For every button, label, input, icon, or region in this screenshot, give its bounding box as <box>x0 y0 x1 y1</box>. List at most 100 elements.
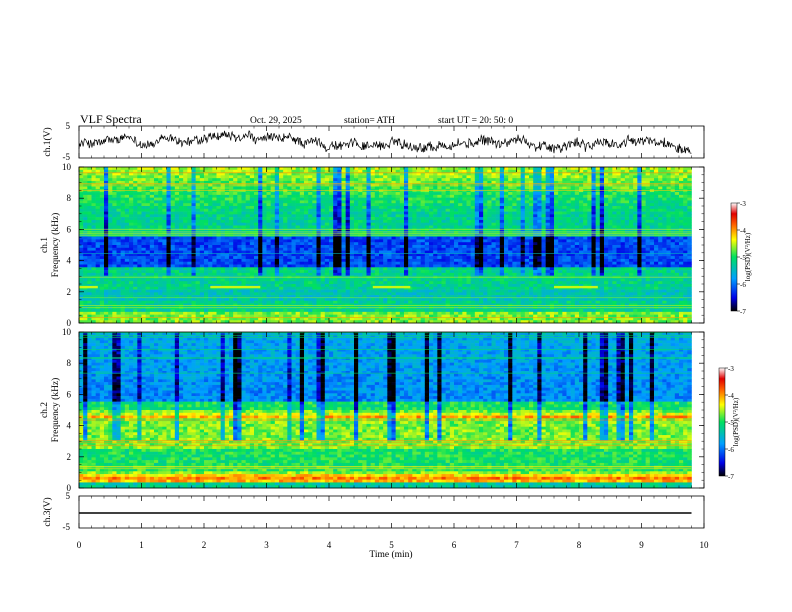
spectrogram-cell <box>241 231 246 235</box>
spectrogram-cell <box>199 180 205 185</box>
spectrogram-cell <box>308 253 313 257</box>
spectrogram-cell <box>224 272 230 276</box>
spectrogram-cell <box>404 264 409 268</box>
spectrogram-cell <box>149 203 155 207</box>
spectrogram-cell <box>187 200 192 204</box>
spectrogram-cell <box>308 297 313 302</box>
spectrogram-cell <box>95 264 101 268</box>
spectrogram-cell <box>133 167 138 171</box>
spectrogram-cell <box>87 225 92 229</box>
spectrogram-cell <box>358 180 363 185</box>
spectrogram-cell <box>108 186 113 190</box>
spectrogram-cell <box>416 222 421 226</box>
spectrogram-cell <box>237 219 242 224</box>
spectrogram-cell <box>295 206 301 210</box>
spectrogram-cell <box>233 217 238 221</box>
spectrogram-cell <box>291 311 296 315</box>
spectrogram-cell <box>87 194 92 198</box>
spectrogram-cell <box>233 186 238 190</box>
spectrogram-cell <box>204 194 209 198</box>
spectrogram-cell <box>237 172 242 176</box>
spectrogram-cell <box>404 228 409 232</box>
spectrogram-cell <box>333 175 338 179</box>
spectrogram-cell <box>399 309 405 313</box>
spectrogram-cell <box>199 300 205 304</box>
spectrogram-cell <box>220 292 226 296</box>
ch1-ytick-bottom: -5 <box>63 152 71 162</box>
spectrogram-cell <box>249 200 255 204</box>
spectrogram-cell <box>379 272 384 276</box>
spectrogram-cell <box>304 253 309 257</box>
spectrogram-cell <box>204 167 209 171</box>
spectrogram-cell <box>254 247 259 251</box>
spectrogram-cell <box>283 194 288 198</box>
spectrogram-cell <box>149 219 155 224</box>
spectrogram-cell <box>187 300 192 304</box>
spectrogram-cell <box>383 311 388 315</box>
spectrogram-cell <box>249 256 255 260</box>
spectrogram-cell <box>199 286 205 290</box>
spectrogram-cell <box>420 292 426 296</box>
spectrogram-cell <box>158 247 163 251</box>
spectrogram-cell <box>379 222 384 226</box>
spectrogram-cell <box>279 180 284 185</box>
spectrogram-cell <box>424 270 430 274</box>
spectrogram-cell <box>287 261 292 265</box>
spectrogram-cell <box>141 253 146 257</box>
spectrogram-cell <box>433 217 438 221</box>
spectrogram-cell <box>233 270 238 274</box>
spectrogram-cell <box>287 206 292 210</box>
spectrogram-cell <box>91 267 96 271</box>
spectrogram-cell <box>245 219 251 224</box>
spectrogram-cell <box>349 261 355 265</box>
spectrogram-cell <box>416 175 421 179</box>
spectrogram-cell <box>362 197 367 201</box>
spectrogram-cell <box>141 267 146 271</box>
spectrogram-cell <box>145 239 151 243</box>
spectrogram-cell <box>412 208 417 212</box>
spectrogram-cell <box>429 228 434 232</box>
spectrogram-cell <box>291 178 296 182</box>
spectrogram-cell <box>312 225 317 229</box>
spectrogram-cell <box>274 297 280 302</box>
spectrogram-cell <box>358 239 363 243</box>
spectrogram-cell <box>187 297 192 302</box>
spectrogram-cell <box>87 169 92 173</box>
spectrogram-cell <box>212 250 217 254</box>
spectrogram-cell <box>220 295 226 299</box>
spectrogram-cell <box>145 219 151 224</box>
spectrogram-cell <box>216 242 221 246</box>
spectrogram-cell <box>437 267 442 271</box>
spectrogram-cell <box>362 169 367 173</box>
spectrogram-cell <box>254 172 259 176</box>
spectrogram-cell <box>404 206 409 210</box>
spectrogram-cell <box>383 172 388 176</box>
spectrogram-cell <box>433 289 438 293</box>
spectrogram-cell <box>212 219 217 224</box>
spectrogram-cell <box>149 264 155 268</box>
spectrogram-cell <box>416 289 421 293</box>
spectrogram-cell <box>258 186 263 190</box>
spectrogram-cell <box>262 217 267 221</box>
spectrogram-cell <box>191 211 196 215</box>
spectrogram-cell <box>208 236 213 240</box>
spectrogram-cell <box>304 197 309 201</box>
spectrogram-cell <box>216 231 221 235</box>
spectrogram-cell <box>162 178 167 182</box>
spectrogram-cell <box>395 222 401 226</box>
spectrogram-cell <box>141 320 146 324</box>
spectrogram-cell <box>270 222 276 226</box>
spectrogram-cell <box>304 281 309 285</box>
spectrogram-cell <box>329 300 334 304</box>
spectrogram-cell <box>237 194 242 198</box>
spectrogram-cell <box>166 245 171 249</box>
spectrogram-cell <box>179 272 184 276</box>
spectrogram-cell <box>424 192 430 196</box>
spectrogram-cell <box>158 175 163 179</box>
spectrogram-cell <box>87 214 92 218</box>
spectrogram-cell <box>324 211 330 215</box>
spectrogram-cell <box>374 270 380 274</box>
spectrogram-cell <box>241 300 246 304</box>
spectrogram-cell <box>187 245 192 249</box>
spectrogram-cell <box>116 309 121 313</box>
